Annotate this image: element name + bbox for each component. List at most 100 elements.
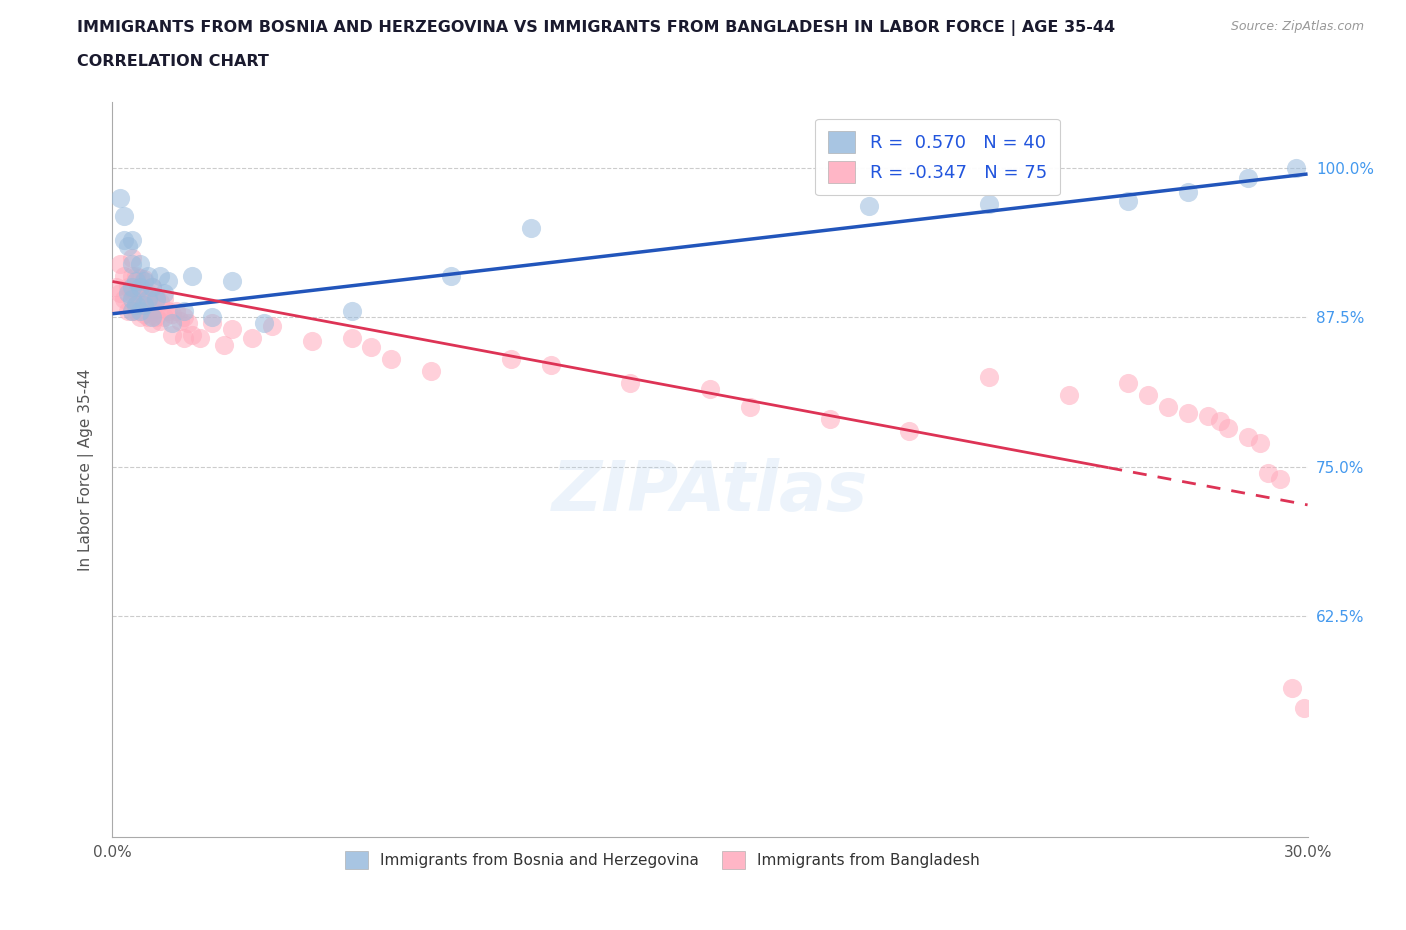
- Point: [818, 411, 841, 426]
- Point: [125, 304, 148, 319]
- Point: [1257, 465, 1279, 480]
- Point: [114, 232, 135, 247]
- Point: [260, 318, 283, 333]
- Point: [1137, 388, 1160, 403]
- Point: [134, 306, 156, 321]
- Point: [173, 310, 195, 325]
- Point: [360, 339, 382, 354]
- Point: [134, 289, 156, 304]
- Text: ZIPAtlas: ZIPAtlas: [553, 458, 868, 525]
- Point: [1177, 405, 1199, 420]
- Point: [173, 304, 195, 319]
- Point: [134, 272, 156, 286]
- Point: [141, 304, 163, 319]
- Point: [977, 369, 1000, 384]
- Point: [1118, 376, 1140, 391]
- Text: CORRELATION CHART: CORRELATION CHART: [77, 54, 269, 69]
- Point: [201, 316, 224, 331]
- Point: [114, 208, 135, 223]
- Point: [129, 271, 152, 286]
- Point: [153, 310, 176, 325]
- Point: [129, 280, 152, 295]
- Point: [138, 292, 160, 307]
- Point: [212, 338, 235, 352]
- Text: IMMIGRANTS FROM BOSNIA AND HERZEGOVINA VS IMMIGRANTS FROM BANGLADESH IN LABOR FO: IMMIGRANTS FROM BOSNIA AND HERZEGOVINA V…: [77, 20, 1115, 36]
- Point: [162, 327, 183, 342]
- Point: [105, 280, 128, 295]
- Text: Source: ZipAtlas.com: Source: ZipAtlas.com: [1230, 20, 1364, 33]
- Point: [898, 423, 921, 438]
- Point: [125, 268, 148, 283]
- Point: [153, 286, 176, 301]
- Point: [153, 292, 176, 307]
- Point: [858, 199, 880, 214]
- Point: [188, 330, 211, 345]
- Point: [138, 310, 160, 325]
- Point: [149, 295, 172, 310]
- Point: [165, 304, 187, 319]
- Point: [125, 286, 148, 301]
- Point: [340, 330, 363, 345]
- Point: [1268, 472, 1291, 486]
- Point: [1285, 161, 1308, 176]
- Point: [145, 310, 167, 325]
- Y-axis label: In Labor Force | Age 35-44: In Labor Force | Age 35-44: [77, 368, 94, 571]
- Point: [141, 280, 163, 295]
- Point: [121, 256, 143, 271]
- Point: [499, 352, 522, 366]
- Point: [181, 268, 204, 283]
- Point: [619, 376, 641, 391]
- Point: [129, 304, 152, 319]
- Point: [240, 330, 263, 345]
- Point: [1237, 430, 1260, 445]
- Point: [110, 256, 132, 271]
- Point: [105, 298, 128, 312]
- Point: [1237, 170, 1260, 185]
- Point: [162, 316, 183, 331]
- Point: [121, 250, 143, 265]
- Point: [138, 268, 160, 283]
- Point: [1281, 680, 1303, 695]
- Point: [1157, 400, 1180, 415]
- Point: [699, 381, 721, 396]
- Point: [117, 286, 139, 301]
- Point: [221, 322, 243, 337]
- Point: [114, 268, 135, 283]
- Point: [420, 364, 443, 379]
- Point: [181, 327, 204, 342]
- Point: [1197, 409, 1219, 424]
- Point: [1118, 194, 1140, 209]
- Point: [141, 280, 163, 295]
- Point: [121, 286, 143, 301]
- Point: [221, 274, 243, 289]
- Point: [138, 286, 160, 301]
- Point: [145, 289, 167, 304]
- Point: [121, 280, 143, 295]
- Point: [520, 220, 543, 235]
- Point: [134, 298, 156, 312]
- Point: [201, 310, 224, 325]
- Point: [149, 268, 172, 283]
- Point: [141, 316, 163, 331]
- Point: [110, 191, 132, 206]
- Point: [134, 274, 156, 289]
- Point: [340, 304, 363, 319]
- Point: [110, 286, 132, 301]
- Point: [977, 196, 1000, 211]
- Point: [125, 298, 148, 312]
- Point: [440, 268, 463, 283]
- Point: [253, 316, 276, 331]
- Legend: Immigrants from Bosnia and Herzegovina, Immigrants from Bangladesh: Immigrants from Bosnia and Herzegovina, …: [337, 844, 987, 877]
- Point: [738, 400, 761, 415]
- Point: [169, 313, 191, 328]
- Point: [1216, 421, 1239, 436]
- Point: [117, 304, 139, 319]
- Point: [121, 232, 143, 247]
- Point: [121, 268, 143, 283]
- Point: [129, 310, 152, 325]
- Point: [173, 330, 195, 345]
- Point: [121, 304, 143, 319]
- Point: [129, 256, 152, 271]
- Point: [117, 238, 139, 253]
- Point: [177, 316, 200, 331]
